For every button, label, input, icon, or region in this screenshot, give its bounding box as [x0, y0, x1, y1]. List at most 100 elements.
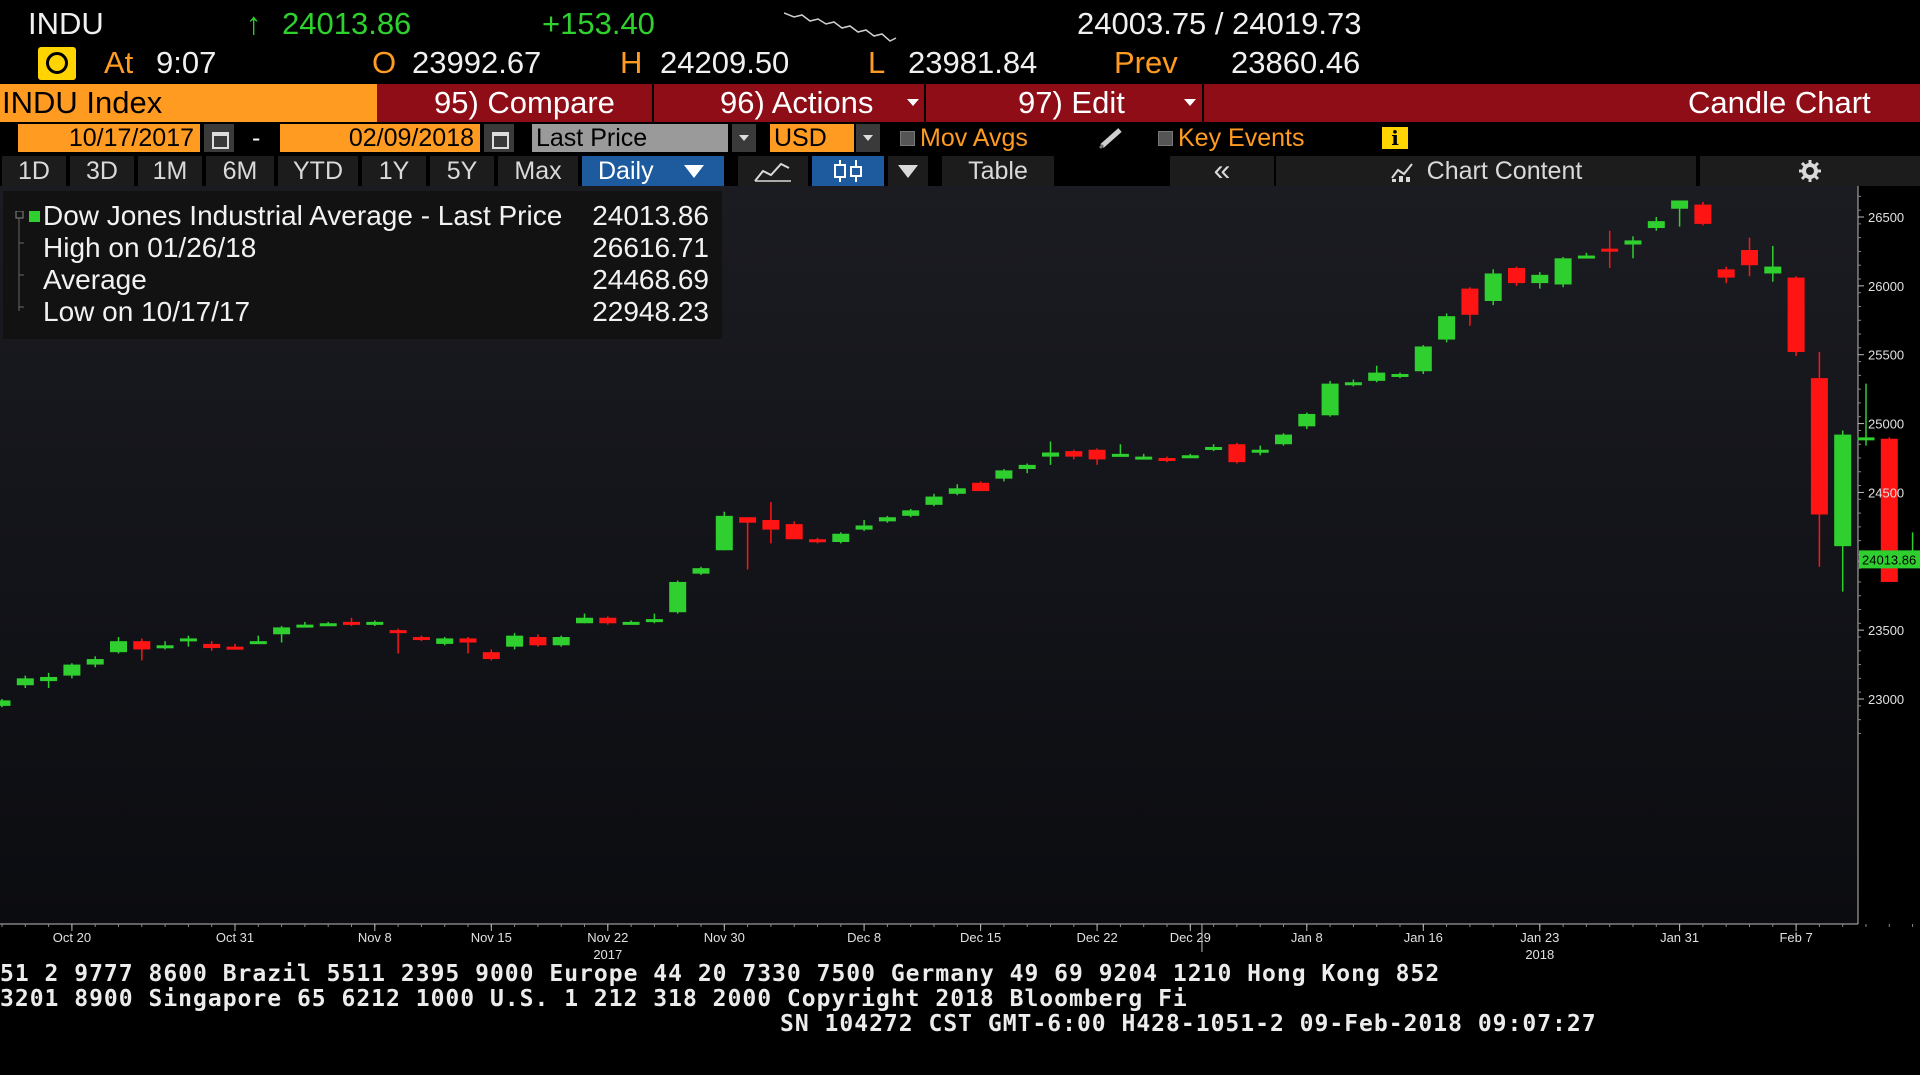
chart-legend: Dow Jones Industrial Average - Last Pric…	[3, 191, 722, 339]
currency-select[interactable]: USD	[770, 124, 854, 152]
candle	[809, 537, 826, 544]
candle	[576, 613, 593, 624]
candle-body	[1088, 449, 1106, 460]
candle-body	[1228, 444, 1246, 463]
key-events-label: Key Events	[1178, 124, 1305, 152]
key-events-checkbox[interactable]	[1158, 131, 1173, 146]
edit-chevron-down-icon[interactable]	[1184, 99, 1196, 106]
candle	[762, 502, 780, 544]
range-3d-button[interactable]: 3D	[70, 156, 134, 186]
candle-body	[1764, 266, 1782, 274]
compare-button[interactable]: 95) Compare	[434, 85, 615, 120]
line-chart-button[interactable]	[738, 156, 808, 186]
candle	[226, 643, 244, 650]
footer-line-2: 3201 8900 Singapore 65 6212 1000 U.S. 1 …	[0, 986, 1188, 1012]
up-arrow-icon: ↑	[246, 6, 262, 41]
last-price-tag-label: 24013.86	[1862, 552, 1916, 567]
mov-avgs-checkbox[interactable]	[900, 131, 915, 146]
candle	[1135, 453, 1153, 460]
candle-body	[902, 510, 920, 516]
period-select[interactable]: Daily	[582, 156, 724, 186]
candle-body	[273, 627, 291, 635]
candle	[739, 517, 757, 570]
candle-body	[296, 624, 314, 628]
candle-body	[645, 619, 663, 623]
price-field-select[interactable]: Last Price	[532, 124, 728, 152]
date-range-dash: -	[252, 124, 261, 152]
y-tick-label: 24500	[1868, 485, 1904, 500]
open-label: O	[372, 45, 397, 80]
sparkline-icon	[784, 12, 897, 42]
y-tick-label: 25000	[1868, 417, 1904, 432]
last-price: 24013.86	[282, 6, 412, 41]
candle	[366, 620, 384, 627]
period-chevron-down-icon	[684, 165, 704, 178]
range-1d-button[interactable]: 1D	[2, 156, 66, 186]
candle	[1741, 237, 1758, 277]
candle	[459, 637, 477, 654]
chart-type-dropdown[interactable]	[888, 156, 928, 186]
info-icon[interactable]: i	[1382, 127, 1408, 149]
pencil-icon[interactable]	[1098, 126, 1126, 150]
range-1m-button[interactable]: 1M	[138, 156, 202, 186]
end-calendar-icon[interactable]	[484, 124, 514, 152]
range-6m-button[interactable]: 6M	[206, 156, 274, 186]
candle	[1810, 351, 1828, 567]
candle-body	[1880, 438, 1898, 582]
candle	[995, 469, 1013, 482]
x-tick-label: Jan 16	[1404, 930, 1443, 945]
candle	[343, 617, 360, 627]
candle-body	[1531, 274, 1549, 284]
candle	[156, 641, 174, 650]
range-ytd-button[interactable]: YTD	[278, 156, 358, 186]
x-tick-label: Dec 22	[1076, 930, 1117, 945]
candle	[1484, 269, 1502, 306]
range-5y-button[interactable]: 5Y	[430, 156, 494, 186]
end-date-field[interactable]: 02/09/2018	[280, 124, 480, 152]
candle	[1438, 313, 1456, 343]
candle	[972, 481, 990, 492]
candle	[692, 566, 710, 576]
candle	[1834, 430, 1852, 592]
settings-button[interactable]	[1700, 156, 1920, 186]
candle	[902, 508, 920, 518]
actions-menu[interactable]: 96) Actions	[720, 85, 874, 120]
start-date-field[interactable]: 10/17/2017	[18, 124, 200, 152]
candle-body	[1275, 434, 1292, 445]
candle	[1321, 380, 1339, 417]
x-year-label: 2017	[593, 947, 622, 961]
actions-chevron-down-icon[interactable]	[907, 99, 919, 106]
candle-body	[366, 621, 384, 625]
legend-high-label: High on 01/26/18	[43, 232, 257, 263]
chart-content-label: Chart Content	[1426, 157, 1583, 185]
range-1y-button[interactable]: 1Y	[362, 156, 426, 186]
y-tick-label: 23000	[1868, 692, 1904, 707]
candle-chart-button[interactable]	[812, 156, 884, 186]
table-button[interactable]: Table	[942, 156, 1054, 186]
candle-body	[1834, 434, 1852, 547]
edit-menu[interactable]: 97) Edit	[1018, 85, 1125, 120]
candle-body	[1065, 451, 1083, 457]
price-field-dropdown-icon[interactable]	[732, 124, 756, 152]
candle-body	[1694, 204, 1712, 224]
security-tab[interactable]: INDU Index	[0, 84, 377, 122]
chart-content-button[interactable]: Chart Content	[1276, 156, 1696, 186]
candle	[599, 616, 617, 625]
alert-icon[interactable]	[38, 47, 76, 80]
y-tick-label: 26500	[1868, 210, 1904, 225]
range-max-button[interactable]: Max	[498, 156, 578, 186]
candle-body	[809, 539, 826, 543]
candle-body	[715, 515, 733, 551]
collapse-panel-button[interactable]: «	[1170, 156, 1274, 186]
currency-dropdown-icon[interactable]	[856, 124, 880, 152]
candle	[785, 521, 803, 540]
candle	[86, 656, 104, 668]
start-calendar-icon[interactable]	[204, 124, 234, 152]
candle	[1368, 365, 1386, 383]
candle-body	[249, 641, 267, 645]
candle	[389, 628, 407, 654]
y-tick-label: 25500	[1868, 348, 1904, 363]
candle-body	[16, 678, 34, 686]
candle	[1554, 256, 1572, 288]
prev-label: Prev	[1114, 45, 1178, 80]
